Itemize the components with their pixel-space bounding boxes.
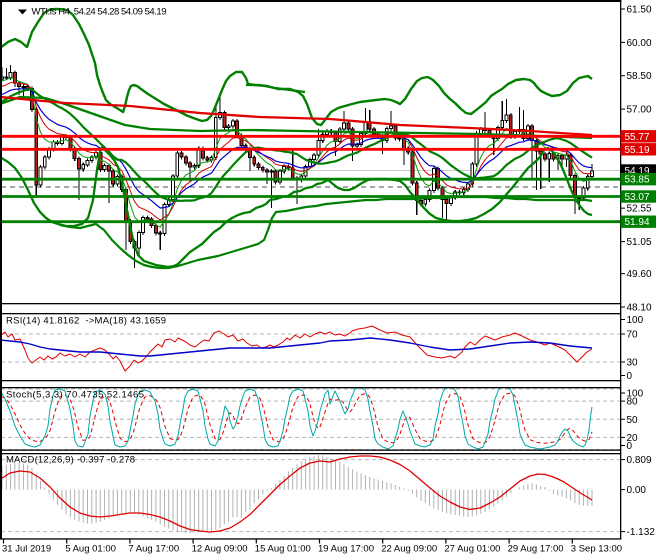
svg-text:0: 0 — [627, 371, 633, 382]
svg-text:55.19: 55.19 — [625, 145, 650, 156]
svg-text:20: 20 — [627, 433, 639, 444]
svg-text:0: 0 — [627, 441, 633, 452]
svg-text:15 Aug 01:00: 15 Aug 01:00 — [255, 544, 311, 555]
svg-text:27 Aug 01:00: 27 Aug 01:00 — [444, 544, 500, 555]
svg-text:0.00: 0.00 — [627, 485, 647, 496]
svg-text:48.10: 48.10 — [627, 303, 652, 314]
svg-text:57.00: 57.00 — [627, 105, 652, 116]
svg-text:100: 100 — [627, 315, 644, 326]
svg-text:58.50: 58.50 — [627, 71, 652, 82]
svg-text:12 Aug 09:00: 12 Aug 09:00 — [192, 544, 248, 555]
svg-text:RSI(14) 41.8162 ->MA(18) 43.1: RSI(14) 41.8162 ->MA(18) 43.1659 — [6, 316, 166, 327]
svg-text:29 Aug 17:00: 29 Aug 17:00 — [508, 544, 564, 555]
svg-text:55.77: 55.77 — [625, 132, 650, 143]
svg-text:WTI.fs H4 54.24 54.28 54.09 5: WTI.fs H4 54.24 54.28 54.09 54.19 — [32, 7, 167, 18]
svg-text:70: 70 — [627, 330, 639, 341]
svg-text:7 Aug 17:00: 7 Aug 17:00 — [128, 544, 179, 555]
svg-text:31 Jul 2019: 31 Jul 2019 — [2, 544, 51, 555]
svg-text:53.07: 53.07 — [625, 192, 650, 203]
svg-text:19 Aug 17:00: 19 Aug 17:00 — [318, 544, 374, 555]
svg-text:53.85: 53.85 — [625, 175, 650, 186]
svg-text:61.50: 61.50 — [627, 5, 652, 16]
svg-text:3 Sep 13:00: 3 Sep 13:00 — [571, 544, 622, 555]
svg-text:Stoch(5,3,3) 70.4735 52.1465: Stoch(5,3,3) 70.4735 52.1465 — [6, 390, 144, 401]
svg-text:51.94: 51.94 — [625, 217, 650, 228]
svg-text:80: 80 — [627, 397, 639, 408]
svg-text:5 Aug 01:00: 5 Aug 01:00 — [65, 544, 116, 555]
svg-text:100: 100 — [627, 389, 644, 400]
svg-text:MACD(12,26,9) -0.397 -0.278: MACD(12,26,9) -0.397 -0.278 — [6, 455, 135, 466]
svg-text:30: 30 — [627, 358, 639, 369]
svg-text:54.19: 54.19 — [625, 166, 650, 177]
svg-text:52.55: 52.55 — [627, 204, 652, 215]
svg-text:51.05: 51.05 — [627, 237, 652, 248]
svg-text:0.809: 0.809 — [627, 455, 652, 466]
svg-text:50: 50 — [627, 415, 639, 426]
svg-text:60.00: 60.00 — [627, 38, 652, 49]
svg-text:-1.132: -1.132 — [627, 527, 656, 538]
svg-text:49.60: 49.60 — [627, 269, 652, 280]
svg-text:22 Aug 09:00: 22 Aug 09:00 — [381, 544, 437, 555]
